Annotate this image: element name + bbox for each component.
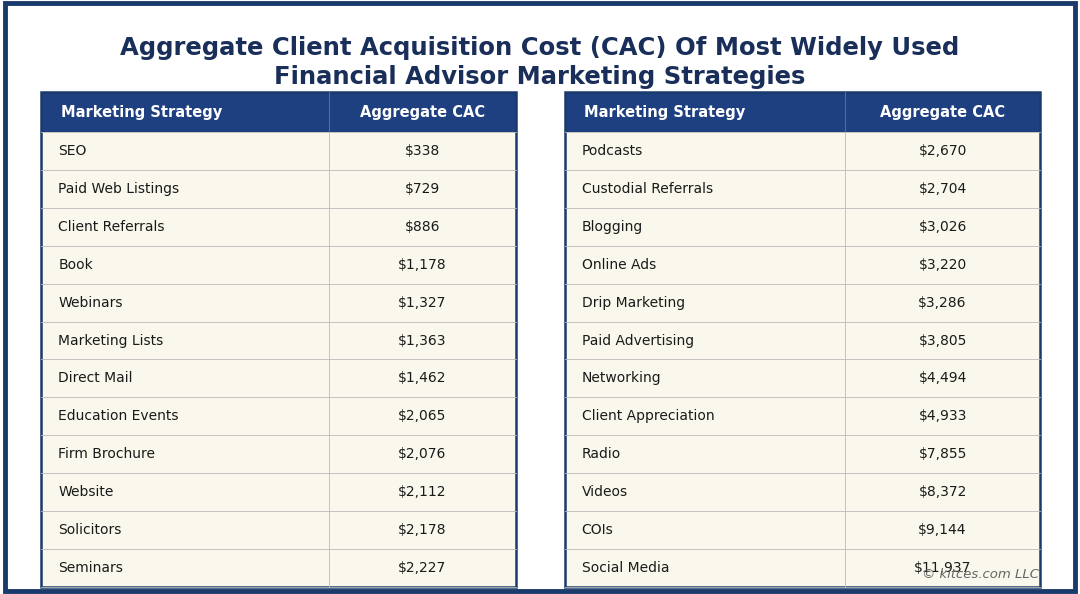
FancyBboxPatch shape xyxy=(41,284,516,322)
FancyBboxPatch shape xyxy=(41,170,516,208)
FancyBboxPatch shape xyxy=(565,549,1040,586)
FancyBboxPatch shape xyxy=(565,435,1040,473)
Text: Videos: Videos xyxy=(582,485,627,499)
FancyBboxPatch shape xyxy=(565,208,1040,246)
Text: Direct Mail: Direct Mail xyxy=(58,371,133,386)
Text: $2,112: $2,112 xyxy=(399,485,447,499)
Text: $886: $886 xyxy=(405,220,441,234)
FancyBboxPatch shape xyxy=(41,473,516,511)
FancyBboxPatch shape xyxy=(565,473,1040,511)
FancyBboxPatch shape xyxy=(565,322,1040,359)
Text: $7,855: $7,855 xyxy=(918,447,967,461)
Text: $3,805: $3,805 xyxy=(918,334,967,347)
Text: Marketing Lists: Marketing Lists xyxy=(58,334,163,347)
Text: Seminars: Seminars xyxy=(58,561,123,574)
Text: Radio: Radio xyxy=(582,447,621,461)
Text: $2,065: $2,065 xyxy=(399,409,446,424)
Text: Marketing Strategy: Marketing Strategy xyxy=(62,105,222,120)
Text: Podcasts: Podcasts xyxy=(582,144,643,159)
FancyBboxPatch shape xyxy=(41,322,516,359)
Text: $2,076: $2,076 xyxy=(399,447,446,461)
Text: $1,327: $1,327 xyxy=(399,296,446,309)
Text: Solicitors: Solicitors xyxy=(58,523,122,537)
Text: Webinars: Webinars xyxy=(58,296,123,309)
Text: Aggregate CAC: Aggregate CAC xyxy=(880,105,1005,120)
FancyBboxPatch shape xyxy=(41,208,516,246)
Text: Financial Advisor Marketing Strategies: Financial Advisor Marketing Strategies xyxy=(274,65,806,89)
Text: $2,227: $2,227 xyxy=(399,561,446,574)
FancyBboxPatch shape xyxy=(565,132,1040,170)
Text: SEO: SEO xyxy=(58,144,86,159)
Text: Online Ads: Online Ads xyxy=(582,258,656,272)
Text: $1,178: $1,178 xyxy=(399,258,447,272)
Text: $3,026: $3,026 xyxy=(918,220,967,234)
Text: Marketing Strategy: Marketing Strategy xyxy=(584,105,745,120)
Text: COIs: COIs xyxy=(582,523,613,537)
FancyBboxPatch shape xyxy=(565,284,1040,322)
Text: $8,372: $8,372 xyxy=(918,485,967,499)
Text: Education Events: Education Events xyxy=(58,409,179,424)
FancyBboxPatch shape xyxy=(41,397,516,435)
FancyBboxPatch shape xyxy=(41,359,516,397)
FancyBboxPatch shape xyxy=(41,246,516,284)
Text: Paid Web Listings: Paid Web Listings xyxy=(58,182,179,196)
Text: Social Media: Social Media xyxy=(582,561,670,574)
FancyBboxPatch shape xyxy=(565,170,1040,208)
Text: $4,933: $4,933 xyxy=(918,409,967,424)
Text: $9,144: $9,144 xyxy=(918,523,967,537)
Text: Client Appreciation: Client Appreciation xyxy=(582,409,714,424)
Text: $3,286: $3,286 xyxy=(918,296,967,309)
Text: Blogging: Blogging xyxy=(582,220,643,234)
FancyBboxPatch shape xyxy=(565,397,1040,435)
Text: Website: Website xyxy=(58,485,113,499)
Text: $729: $729 xyxy=(405,182,440,196)
Text: $2,670: $2,670 xyxy=(918,144,967,159)
Text: Networking: Networking xyxy=(582,371,661,386)
Text: $1,462: $1,462 xyxy=(399,371,447,386)
Text: $3,220: $3,220 xyxy=(918,258,967,272)
FancyBboxPatch shape xyxy=(565,246,1040,284)
Text: Aggregate Client Acquisition Cost (CAC) Of Most Widely Used: Aggregate Client Acquisition Cost (CAC) … xyxy=(120,36,960,59)
FancyBboxPatch shape xyxy=(41,435,516,473)
FancyBboxPatch shape xyxy=(565,92,1040,132)
Text: $11,937: $11,937 xyxy=(914,561,971,574)
FancyBboxPatch shape xyxy=(565,359,1040,397)
Text: Paid Advertising: Paid Advertising xyxy=(582,334,693,347)
FancyBboxPatch shape xyxy=(41,549,516,586)
Text: Client Referrals: Client Referrals xyxy=(58,220,165,234)
Text: Firm Brochure: Firm Brochure xyxy=(58,447,156,461)
Text: Aggregate CAC: Aggregate CAC xyxy=(360,105,485,120)
Text: $338: $338 xyxy=(405,144,440,159)
Text: Book: Book xyxy=(58,258,93,272)
FancyBboxPatch shape xyxy=(41,92,516,132)
Text: $1,363: $1,363 xyxy=(399,334,447,347)
Text: © kitces.com LLC: © kitces.com LLC xyxy=(922,568,1039,581)
FancyBboxPatch shape xyxy=(41,132,516,170)
Text: Custodial Referrals: Custodial Referrals xyxy=(582,182,713,196)
FancyBboxPatch shape xyxy=(41,511,516,549)
Text: Drip Marketing: Drip Marketing xyxy=(582,296,685,309)
Text: $2,704: $2,704 xyxy=(918,182,967,196)
Text: $4,494: $4,494 xyxy=(918,371,967,386)
FancyBboxPatch shape xyxy=(565,511,1040,549)
Text: $2,178: $2,178 xyxy=(399,523,447,537)
